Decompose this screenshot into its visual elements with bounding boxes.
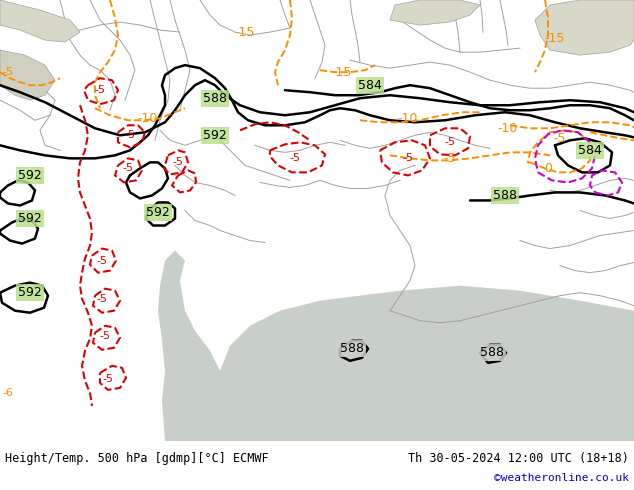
Text: 588: 588 — [480, 346, 504, 359]
Text: -5: -5 — [100, 331, 110, 341]
Text: -5: -5 — [103, 374, 113, 384]
Polygon shape — [158, 250, 220, 441]
Text: 0: 0 — [544, 162, 552, 175]
Text: -10: -10 — [398, 112, 418, 125]
Text: 592: 592 — [18, 286, 42, 299]
Text: -5: -5 — [124, 130, 136, 140]
Text: 584: 584 — [358, 79, 382, 92]
Polygon shape — [0, 50, 55, 100]
Text: -5: -5 — [444, 152, 456, 165]
Text: Height/Temp. 500 hPa [gdmp][°C] ECMWF: Height/Temp. 500 hPa [gdmp][°C] ECMWF — [5, 451, 269, 465]
Text: ©weatheronline.co.uk: ©weatheronline.co.uk — [494, 473, 629, 483]
Text: 592: 592 — [146, 206, 170, 219]
Text: -5: -5 — [172, 157, 183, 168]
Text: 588: 588 — [203, 92, 227, 105]
Text: -5: -5 — [290, 153, 301, 163]
Text: -5: -5 — [3, 67, 13, 77]
Text: -5: -5 — [94, 85, 105, 95]
Text: 592: 592 — [203, 129, 227, 142]
Text: Th 30-05-2024 12:00 UTC (18+18): Th 30-05-2024 12:00 UTC (18+18) — [408, 451, 629, 465]
Text: 588: 588 — [340, 343, 364, 355]
Text: 588: 588 — [493, 189, 517, 202]
Text: -15: -15 — [545, 31, 565, 45]
Text: 592: 592 — [18, 212, 42, 225]
Text: -5: -5 — [96, 294, 108, 304]
Text: -5: -5 — [96, 256, 108, 266]
Text: -15: -15 — [235, 25, 256, 39]
Polygon shape — [535, 0, 634, 55]
Text: -10: -10 — [498, 122, 518, 135]
Text: -6: -6 — [3, 388, 13, 398]
Polygon shape — [390, 0, 480, 25]
Text: -10: -10 — [138, 112, 158, 125]
Text: -5: -5 — [444, 137, 455, 147]
Text: -5: -5 — [122, 163, 134, 173]
Text: -5: -5 — [553, 132, 566, 145]
Text: -15: -15 — [332, 66, 353, 79]
Text: 584: 584 — [578, 144, 602, 157]
Text: -5: -5 — [403, 153, 413, 163]
Polygon shape — [220, 286, 634, 441]
Polygon shape — [0, 0, 80, 42]
Text: 592: 592 — [18, 169, 42, 182]
